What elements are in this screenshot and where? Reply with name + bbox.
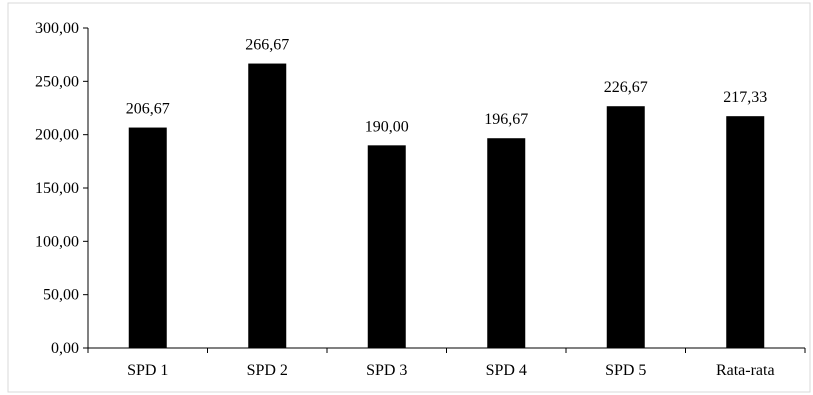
data-label-3: 190,00 <box>365 118 409 135</box>
bar-1 <box>128 127 167 348</box>
data-label-1: 206,67 <box>126 101 170 118</box>
data-label-4: 196,67 <box>484 111 528 128</box>
x-axis: SPD 1 SPD 2 SPD 3 SPD 4 SPD 5 Rata-rata <box>87 347 806 379</box>
x-category-label: SPD 4 <box>486 362 527 379</box>
chart-border <box>7 2 811 393</box>
y-tick-label: 200,00 <box>35 127 79 144</box>
x-category-label: SPD 2 <box>247 362 288 379</box>
y-tick-label: 250,00 <box>35 73 79 90</box>
data-labels-group: 206,67 266,67 190,00 196,67 226,67 217,33 <box>126 37 768 136</box>
bar-6 <box>726 116 765 348</box>
data-label-5: 226,67 <box>604 79 648 96</box>
bar-3 <box>367 145 406 348</box>
data-label-2: 266,67 <box>245 37 289 54</box>
bars-group <box>128 63 765 349</box>
x-category-label: SPD 3 <box>366 362 407 379</box>
data-label-6: 217,33 <box>723 89 767 106</box>
x-category-label: SPD 1 <box>127 362 168 379</box>
y-tick-label: 150,00 <box>35 180 79 197</box>
y-axis: 0,00 50,00 100,00 150,00 200,00 250,00 300,00 <box>35 20 89 357</box>
y-tick-label: 100,00 <box>35 233 79 250</box>
y-tick-label: 0,00 <box>51 340 79 357</box>
x-category-label: SPD 5 <box>605 362 646 379</box>
y-tick-label: 300,00 <box>35 20 79 37</box>
bar-4 <box>487 138 526 348</box>
y-tick-label: 50,00 <box>43 287 79 304</box>
x-category-label: Rata-rata <box>716 362 775 379</box>
bar-2 <box>248 63 287 348</box>
bar-5 <box>606 106 645 349</box>
